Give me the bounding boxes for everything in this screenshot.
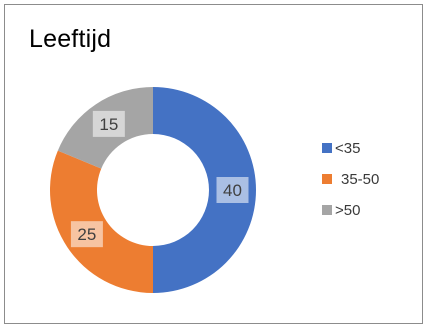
data-labels: 40 25 15 bbox=[70, 110, 249, 248]
chart-frame: Leeftijd 40 25 15 <35 35-50 >50 bbox=[4, 4, 423, 324]
legend-label: 35-50 bbox=[341, 171, 379, 188]
chart-title: Leeftijd bbox=[29, 25, 112, 53]
data-label-text: 25 bbox=[77, 225, 96, 244]
legend-item-0: <35 bbox=[322, 140, 360, 157]
donut-chart: 40 25 15 <35 35-50 >50 bbox=[49, 87, 379, 293]
legend-item-2: >50 bbox=[322, 202, 360, 219]
legend-item-1: 35-50 bbox=[322, 171, 379, 188]
data-label-text: 40 bbox=[223, 181, 242, 200]
data-label-1: 25 bbox=[70, 221, 103, 248]
data-label-2: 15 bbox=[92, 110, 125, 137]
legend: <35 35-50 >50 bbox=[322, 140, 379, 219]
data-label-box bbox=[92, 110, 125, 137]
data-label-0: 40 bbox=[216, 177, 249, 203]
legend-swatch bbox=[322, 205, 332, 215]
data-label-text: 15 bbox=[99, 115, 118, 134]
legend-label: <35 bbox=[335, 140, 360, 157]
data-label-box bbox=[216, 177, 249, 203]
data-label-box bbox=[70, 221, 103, 248]
legend-label: >50 bbox=[335, 202, 360, 219]
legend-swatch bbox=[322, 143, 332, 153]
legend-swatch bbox=[322, 174, 332, 184]
donut-slice-0 bbox=[153, 87, 256, 293]
